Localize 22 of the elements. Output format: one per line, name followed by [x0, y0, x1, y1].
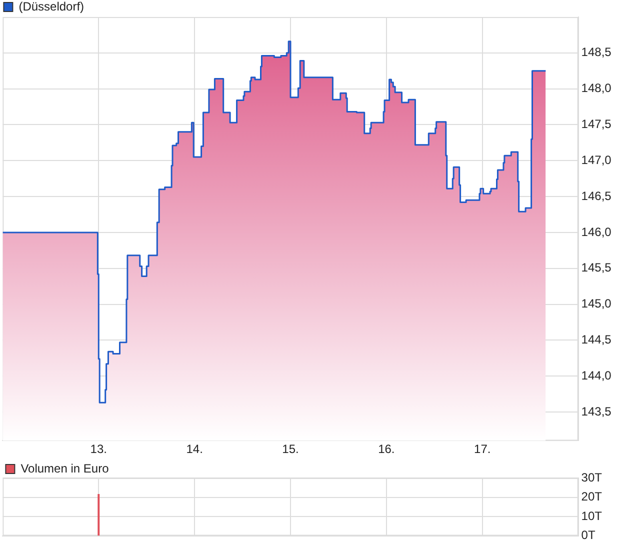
- x-tick-label: 17.: [474, 442, 491, 456]
- y-tick-label: 30T: [581, 470, 603, 484]
- y-tick-label: 146,0: [581, 224, 612, 239]
- legend-label: Volumen in Euro: [20, 461, 110, 476]
- x-tick-label: 15.: [282, 442, 299, 456]
- y-tick-label: 148,5: [581, 45, 612, 60]
- y-tick-label: 146,5: [581, 188, 612, 203]
- y-tick-label: 0T: [581, 528, 596, 542]
- y-tick-label: 145,0: [581, 296, 612, 311]
- y-tick-label: 147,0: [581, 152, 612, 167]
- x-tick-label: 13.: [90, 442, 107, 456]
- y-tick-label: 20T: [581, 490, 603, 504]
- y-tick-label: 147,5: [581, 117, 612, 132]
- y-tick-label: 10T: [581, 508, 603, 523]
- y-tick-label: 144,0: [581, 368, 612, 382]
- y-tick-label: 143,5: [581, 404, 612, 418]
- x-tick-label: 14.: [186, 442, 203, 456]
- y-tick-label: 145,5: [581, 260, 612, 275]
- y-tick-label: 144,5: [581, 332, 612, 346]
- y-tick-label: 148,0: [581, 81, 612, 96]
- legend-label: (Düsseldorf): [18, 0, 84, 14]
- x-tick-label: 16.: [378, 442, 395, 456]
